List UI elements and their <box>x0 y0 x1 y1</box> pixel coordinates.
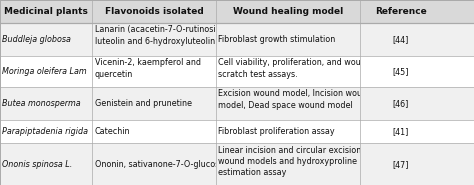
Text: [47]: [47] <box>392 160 409 169</box>
Bar <box>0 143 474 185</box>
Bar <box>0 56 474 87</box>
Text: Buddleja globosa: Buddleja globosa <box>2 35 71 44</box>
Text: Vicenin-2, kaempferol and
quercetin: Vicenin-2, kaempferol and quercetin <box>95 58 201 79</box>
Text: [44]: [44] <box>392 35 409 44</box>
Text: Moringa oleifera Lam: Moringa oleifera Lam <box>2 67 87 76</box>
Bar <box>0 87 474 120</box>
Text: Fibroblast growth stimulation: Fibroblast growth stimulation <box>218 35 335 44</box>
Text: Catechin: Catechin <box>95 127 130 136</box>
Text: Medicinal plants: Medicinal plants <box>4 7 88 16</box>
Text: Lanarin (acacetin-7-O-rutinoside),
luteolin and 6-hydroxyluteolin: Lanarin (acacetin-7-O-rutinoside), luteo… <box>95 25 231 46</box>
Bar <box>0 120 474 143</box>
Text: Linear incision and circular excision
wound models and hydroxyproline
estimation: Linear incision and circular excision wo… <box>218 146 361 177</box>
Text: Butea monosperma: Butea monosperma <box>2 99 81 108</box>
Text: Cell viability, proliferation, and wound
scratch test assays.: Cell viability, proliferation, and wound… <box>218 58 371 79</box>
Text: Flavonoids isolated: Flavonoids isolated <box>105 7 203 16</box>
Text: [45]: [45] <box>392 67 409 76</box>
Text: [46]: [46] <box>392 99 409 108</box>
Text: Ononis spinosa L.: Ononis spinosa L. <box>2 160 73 169</box>
Bar <box>0 0 474 23</box>
Text: Genistein and prunetine: Genistein and prunetine <box>95 99 192 108</box>
Text: Parapiptadenia rigida: Parapiptadenia rigida <box>2 127 88 136</box>
Text: [41]: [41] <box>392 127 409 136</box>
Text: Reference: Reference <box>374 7 427 16</box>
Text: Ononin, sativanone-7-O-glucoside: Ononin, sativanone-7-O-glucoside <box>95 160 232 169</box>
Bar <box>0 23 474 56</box>
Text: Excision wound model, Incision wound
model, Dead space wound model: Excision wound model, Incision wound mod… <box>218 89 372 110</box>
Text: Wound healing model: Wound healing model <box>233 7 343 16</box>
Text: Fibroblast proliferation assay: Fibroblast proliferation assay <box>218 127 335 136</box>
